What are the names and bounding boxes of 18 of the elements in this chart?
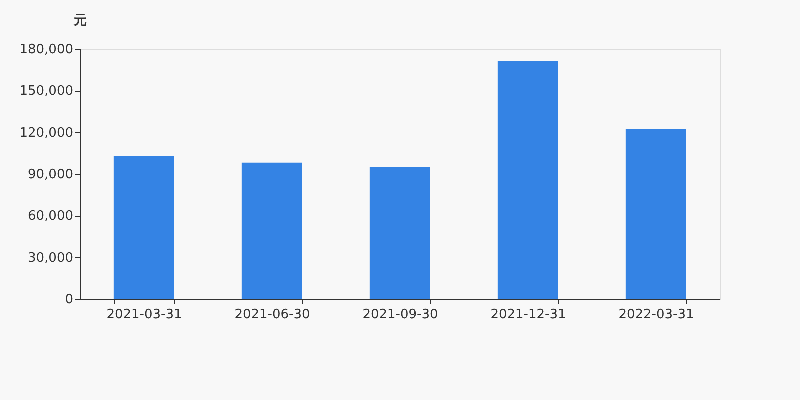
y-tick-label: 150,000 <box>20 84 74 100</box>
bar <box>242 162 302 299</box>
y-tick-label: 90,000 <box>28 168 74 182</box>
x-tick-label: 2021-03-31 <box>106 308 182 322</box>
bar <box>498 62 558 299</box>
y-tick-label: 30,000 <box>28 250 74 266</box>
x-tick-label: 2022-03-31 <box>618 308 694 322</box>
bar <box>370 167 430 299</box>
bar <box>114 156 174 299</box>
bar <box>626 130 686 299</box>
y-tick-label: 180,000 <box>20 42 74 58</box>
x-tick-label: 2021-06-30 <box>234 308 310 322</box>
y-tick-label: 0 <box>65 292 74 308</box>
y-tick-label: 120,000 <box>20 126 74 141</box>
x-tick-label: 2021-12-31 <box>490 308 566 322</box>
y-axis-title: 元 <box>73 14 87 28</box>
y-tick-label: 60,000 <box>28 209 74 224</box>
x-tick-label: 2021-09-30 <box>362 308 438 322</box>
